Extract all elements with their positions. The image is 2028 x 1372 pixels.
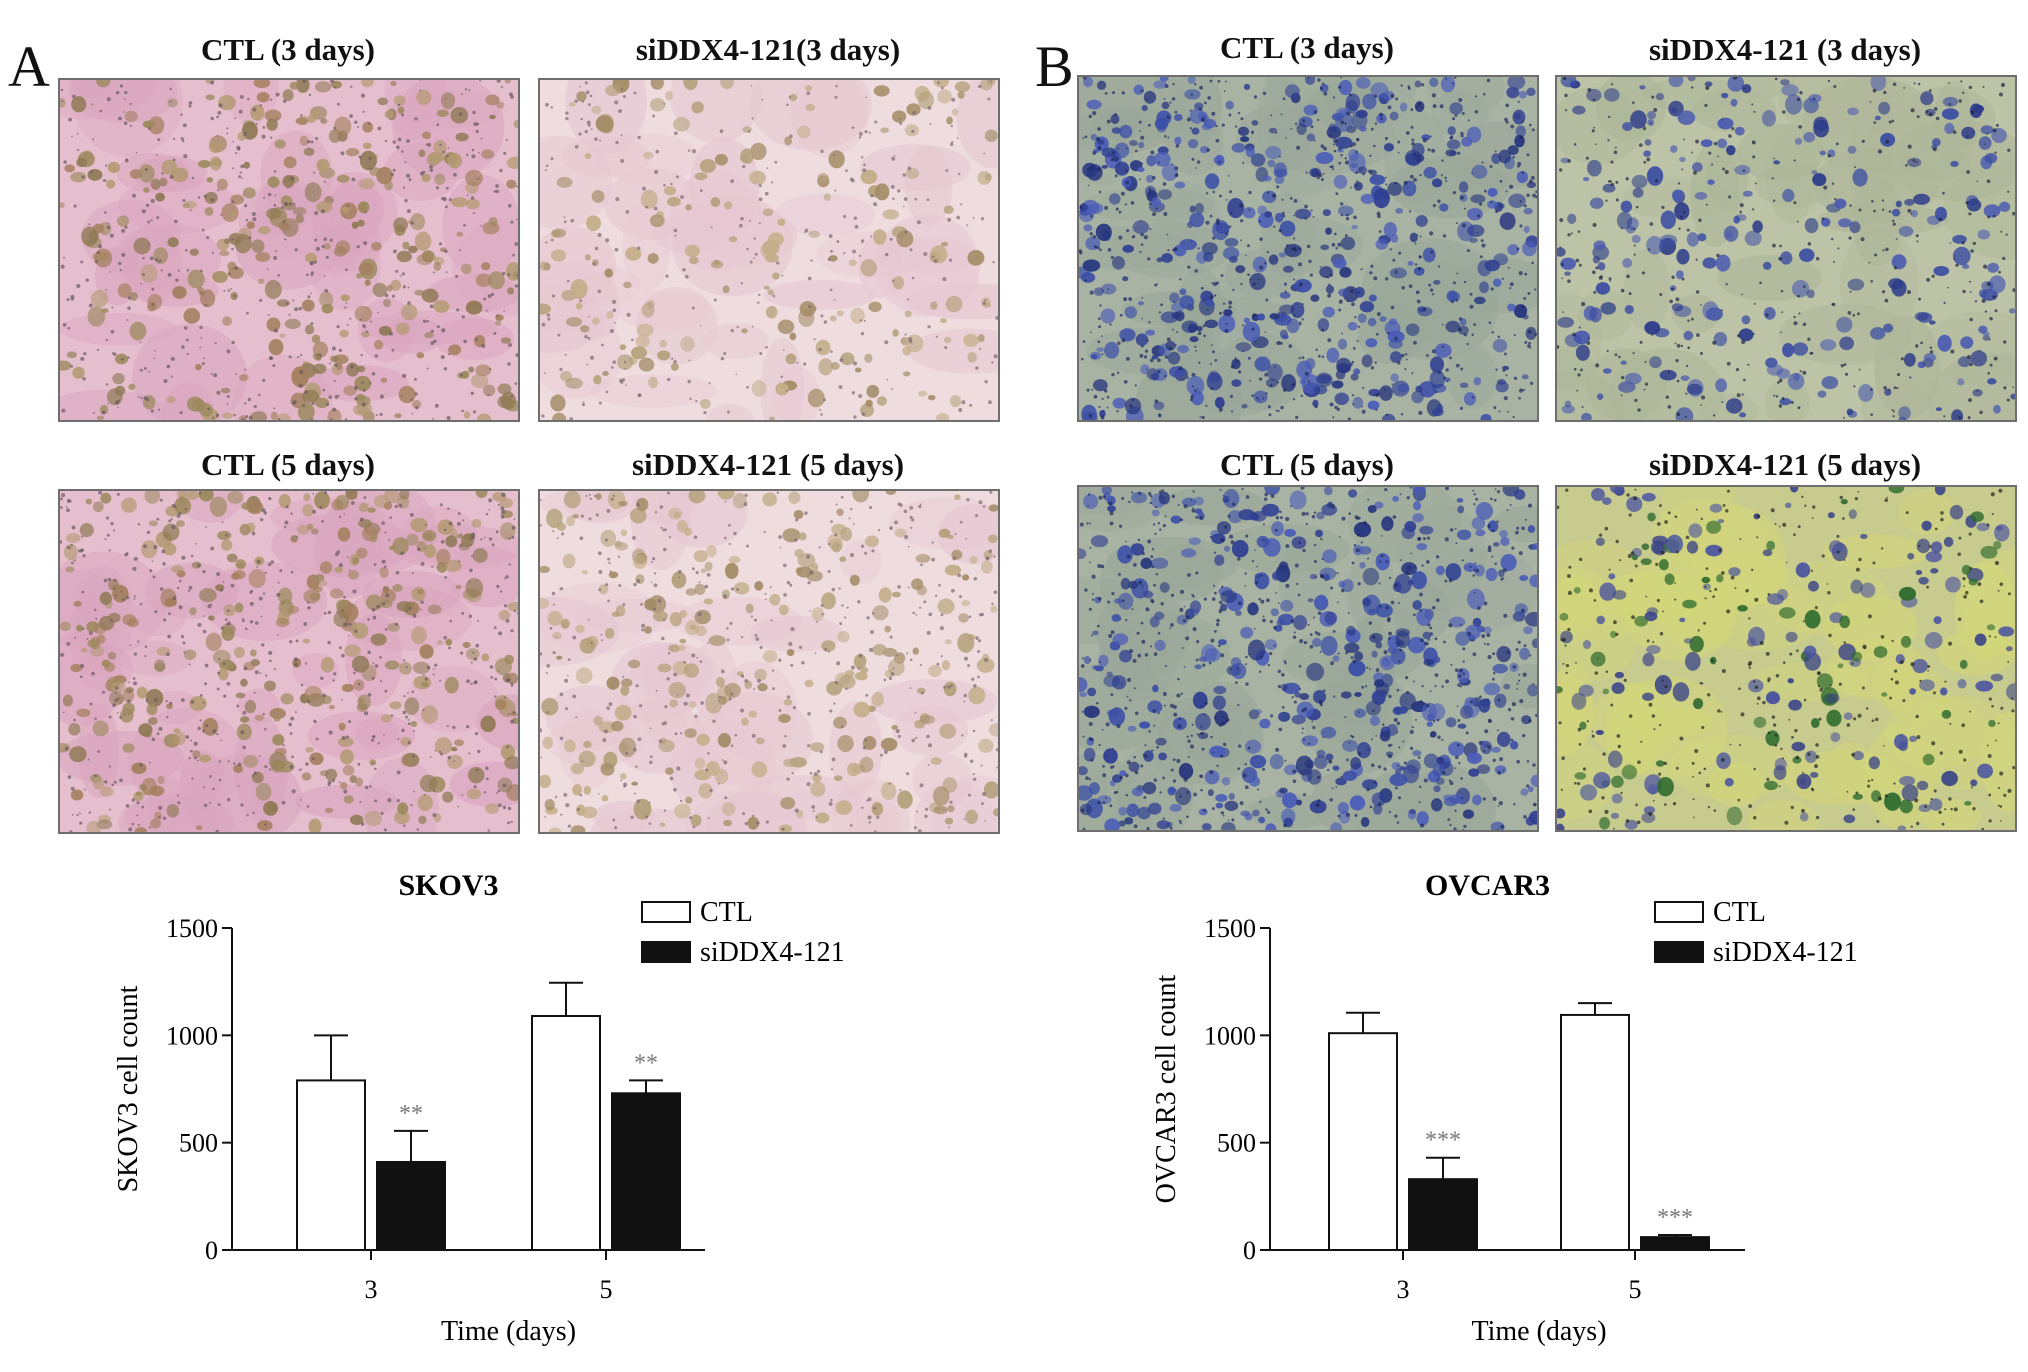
y-tick-label: 1000 bbox=[166, 1021, 218, 1050]
y-axis-label: OVCAR3 cell count bbox=[1151, 974, 1182, 1203]
panel-letter-a: A bbox=[8, 34, 50, 99]
y-tick-label: 1500 bbox=[166, 914, 218, 943]
significance-label: ** bbox=[634, 1050, 658, 1076]
micrograph-b-ctl-3 bbox=[1077, 75, 1539, 422]
image-title-b-ctl-3: CTL (3 days) bbox=[1220, 30, 1394, 65]
micrograph-a-ctl-3 bbox=[58, 78, 520, 422]
image-title-b-si-3: siDDX4-121 (3 days) bbox=[1648, 32, 1922, 67]
legend-swatch bbox=[641, 941, 691, 963]
y-tick-label: 500 bbox=[1217, 1129, 1256, 1158]
x-tick-label: 5 bbox=[1629, 1275, 1642, 1304]
legend-label: siDDX4-121 bbox=[700, 937, 845, 968]
bar bbox=[611, 1092, 681, 1251]
legend-swatch bbox=[1654, 941, 1704, 963]
legend-label: siDDX4-121 bbox=[1713, 937, 1858, 968]
bar bbox=[1328, 1032, 1398, 1251]
image-title-a-si-5: siDDX4-121 (5 days) bbox=[631, 447, 905, 482]
y-tick-label: 0 bbox=[1243, 1236, 1256, 1265]
legend-label: CTL bbox=[1713, 897, 1766, 928]
x-tick-label: 5 bbox=[600, 1275, 613, 1304]
skov3-bar-chart: SKOV3 0 500 1000 1500 SKOV3 cell count 3 5 ** ** T… bbox=[113, 869, 845, 1347]
legend-swatch bbox=[641, 901, 691, 923]
legend-swatch bbox=[1654, 901, 1704, 923]
micrograph-a-ctl-5 bbox=[58, 489, 520, 834]
significance-label: ** bbox=[399, 1101, 423, 1127]
significance-label: *** bbox=[1657, 1205, 1693, 1231]
micrograph-a-si-3 bbox=[538, 78, 1000, 422]
bar bbox=[296, 1079, 366, 1251]
y-axis-label: SKOV3 cell count bbox=[113, 985, 144, 1192]
image-title-b-si-5: siDDX4-121 (5 days) bbox=[1648, 447, 1922, 482]
x-tick-label: 3 bbox=[365, 1275, 378, 1304]
chart-title: OVCAR3 bbox=[1425, 869, 1550, 902]
bar bbox=[1640, 1236, 1710, 1251]
micrograph-b-si-5 bbox=[1555, 485, 2017, 832]
image-title-a-si-3: siDDX4-121(3 days) bbox=[635, 32, 901, 67]
x-tick-label: 3 bbox=[1397, 1275, 1410, 1304]
bar bbox=[376, 1160, 446, 1251]
y-tick-label: 1000 bbox=[1204, 1021, 1256, 1050]
bar bbox=[1408, 1178, 1478, 1251]
micrograph-b-si-3 bbox=[1555, 75, 2017, 422]
bar bbox=[1560, 1013, 1630, 1251]
x-axis-label: Time (days) bbox=[441, 1316, 576, 1347]
image-title-a-ctl-5: CTL (5 days) bbox=[201, 447, 375, 482]
y-tick-label: 0 bbox=[205, 1236, 218, 1265]
micrograph-a-si-5 bbox=[538, 489, 1000, 834]
chart-title: SKOV3 bbox=[398, 869, 498, 902]
image-title-a-ctl-3: CTL (3 days) bbox=[201, 32, 375, 67]
micrograph-b-ctl-5 bbox=[1077, 485, 1539, 832]
legend-label: CTL bbox=[700, 897, 753, 928]
image-title-b-ctl-5: CTL (5 days) bbox=[1220, 447, 1394, 482]
significance-label: *** bbox=[1425, 1128, 1461, 1154]
y-tick-label: 500 bbox=[179, 1129, 218, 1158]
panel-letter-b: B bbox=[1035, 34, 1074, 99]
y-tick-label: 1500 bbox=[1204, 914, 1256, 943]
ovcar3-bar-chart: OVCAR3 0 500 1000 1500 OVCAR3 cell count 3 5 ***… bbox=[1151, 869, 1858, 1347]
x-axis-label: Time (days) bbox=[1471, 1316, 1606, 1347]
bar bbox=[531, 1015, 601, 1251]
